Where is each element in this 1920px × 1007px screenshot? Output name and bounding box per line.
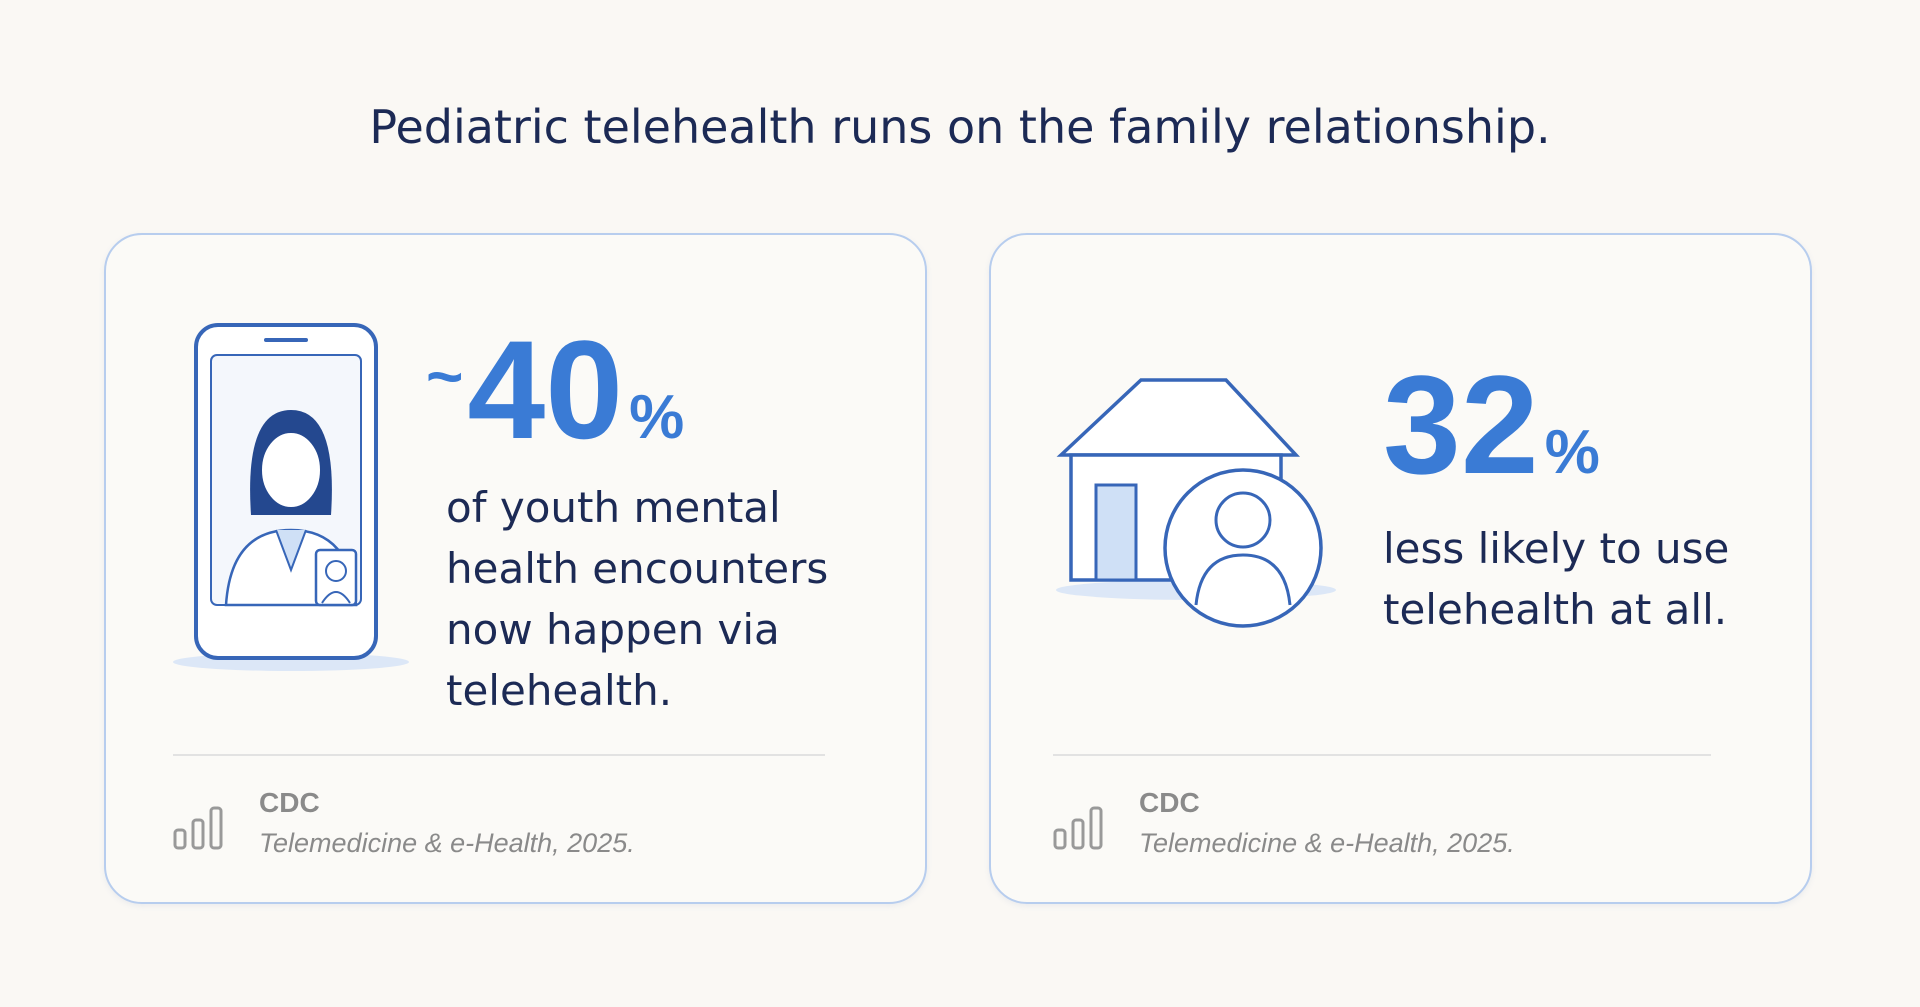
- source-citation: Telemedicine & e-Health, 2025.: [1139, 828, 1515, 858]
- title: Pediatric telehealth runs on the family …: [369, 100, 1551, 154]
- source-citation: Telemedicine & e-Health, 2025.: [259, 828, 635, 858]
- stat-unit: %: [1544, 418, 1600, 487]
- description: less likely to use telehealth at all.: [1383, 524, 1730, 634]
- description: of youth mental health encounters now ha…: [446, 483, 829, 715]
- source-name: CDC: [1139, 787, 1200, 818]
- divider: [173, 754, 825, 756]
- card: 32% less likely to use telehealth at all…: [989, 233, 1812, 904]
- house-icon: [1056, 378, 1336, 628]
- stat: 32%: [1383, 355, 1600, 495]
- phone-icon: [173, 323, 409, 671]
- source-icon: [173, 806, 223, 850]
- stat-unit: %: [629, 383, 685, 452]
- source-icon: [1053, 806, 1103, 850]
- stat: ~40%: [426, 320, 684, 460]
- card: ~40% of youth mental health encounters n…: [104, 233, 927, 904]
- stat-value: 40: [467, 311, 624, 468]
- stat-prefix: ~: [426, 340, 464, 412]
- stat-value: 32: [1383, 346, 1539, 503]
- divider: [1053, 754, 1711, 756]
- source-name: CDC: [259, 787, 320, 818]
